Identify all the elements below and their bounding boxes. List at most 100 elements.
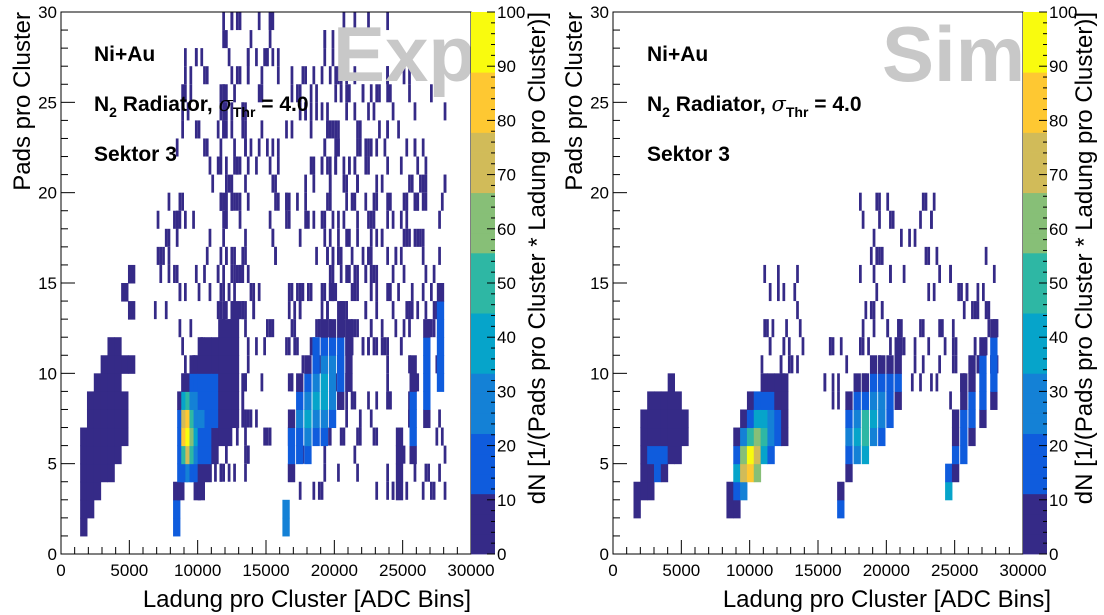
- histogram-bin-low: [238, 66, 242, 85]
- histogram-bin-low: [222, 192, 225, 211]
- histogram-bin: [640, 463, 648, 483]
- histogram-bin-low: [227, 283, 231, 302]
- histogram-bin: [781, 427, 789, 447]
- palette-band: [1023, 353, 1047, 374]
- histogram-bin-low: [938, 355, 941, 374]
- histogram-bin: [189, 355, 197, 374]
- histogram-bin: [654, 427, 662, 447]
- palette-band: [1023, 92, 1047, 113]
- histogram-bin-low: [391, 210, 395, 229]
- histogram-bin-low: [413, 192, 417, 211]
- histogram-bin: [733, 463, 741, 483]
- histogram-bin: [740, 427, 748, 447]
- histogram-bin-low: [919, 210, 922, 229]
- histogram-bin-low: [954, 355, 958, 374]
- palette-band: [471, 152, 495, 173]
- histogram-bin: [853, 391, 861, 410]
- histogram-bin-low: [271, 228, 275, 247]
- histogram-bin-low: [921, 319, 925, 338]
- histogram-bin-low: [941, 319, 944, 338]
- histogram-bin: [173, 517, 181, 537]
- histogram-bin: [753, 427, 762, 447]
- histogram-bin-low: [194, 264, 198, 283]
- histogram-bin-low: [203, 66, 206, 85]
- palette-band: [1023, 313, 1047, 334]
- histogram-bin: [979, 337, 987, 356]
- histogram-bin-low: [331, 120, 335, 139]
- histogram-bin: [218, 355, 226, 374]
- histogram-bin-low: [266, 427, 269, 446]
- histogram-bin: [878, 391, 886, 410]
- histogram-bin-low: [345, 84, 348, 103]
- histogram-bin-low: [353, 283, 357, 302]
- histogram-bin-low: [962, 301, 966, 320]
- histogram-bin-low: [408, 301, 411, 320]
- histogram-bin-low: [345, 174, 348, 193]
- palette-band: [1023, 32, 1047, 53]
- histogram-bin-low: [348, 264, 351, 283]
- x-tick-label: 30000: [447, 561, 494, 580]
- histogram-bin-low: [859, 264, 862, 283]
- histogram-bin: [990, 355, 998, 374]
- histogram-bin-low: [241, 102, 245, 121]
- histogram-bin-low: [367, 210, 370, 229]
- palette-band: [471, 433, 495, 455]
- histogram-bin-low: [184, 48, 187, 67]
- histogram-bin: [345, 319, 353, 338]
- histogram-bin-low: [214, 463, 217, 482]
- histogram-bin-low: [287, 373, 291, 392]
- histogram-bin-low: [424, 156, 428, 175]
- histogram-bin: [681, 409, 689, 429]
- histogram-bin-low: [375, 301, 379, 320]
- histogram-bin: [177, 481, 185, 501]
- histogram-bin-low: [331, 246, 335, 265]
- histogram-bin-low: [326, 301, 329, 320]
- histogram-bin-low: [913, 355, 917, 374]
- histogram-bin-low: [361, 337, 365, 356]
- palette-band: [1023, 232, 1047, 254]
- histogram-bin-low: [389, 391, 392, 410]
- histogram-bin-low: [432, 301, 436, 320]
- histogram-bin-low: [369, 409, 373, 428]
- histogram-bin-low: [225, 174, 228, 193]
- histogram-bin: [878, 355, 886, 374]
- histogram-bin-low: [301, 355, 305, 374]
- histogram-bin-low: [394, 319, 398, 338]
- histogram-bin: [193, 409, 201, 429]
- histogram-bin: [80, 463, 88, 483]
- z-tick-label: 40: [1049, 328, 1068, 347]
- histogram-bin-low: [271, 319, 275, 338]
- y-tick-label: 30: [38, 3, 57, 22]
- histogram-bin-low: [386, 391, 389, 410]
- histogram-bin-low: [230, 66, 234, 85]
- histogram-bin: [979, 373, 987, 392]
- histogram-bin-low: [399, 210, 403, 229]
- histogram-bin: [781, 409, 789, 429]
- histogram-bin: [767, 427, 775, 447]
- histogram-bin: [861, 391, 870, 410]
- sim-panel-label: Sim: [882, 10, 1025, 98]
- histogram-bin-low: [837, 391, 840, 410]
- histogram-bin-low: [391, 102, 395, 121]
- histogram-bin-low: [367, 156, 370, 175]
- histogram-bin-low: [230, 264, 234, 283]
- histogram-bin-low: [222, 228, 225, 247]
- histogram-bin-low: [219, 246, 223, 265]
- sim-system-label: Ni+Au: [647, 43, 708, 66]
- histogram-bin-low: [419, 174, 422, 193]
- histogram-bin-low: [361, 246, 365, 265]
- histogram-bin: [181, 373, 189, 392]
- histogram-bin-low: [276, 156, 280, 175]
- histogram-bin: [733, 427, 741, 447]
- histogram-bin-low: [345, 391, 348, 410]
- histogram-bin: [990, 391, 998, 410]
- histogram-bin: [774, 427, 782, 447]
- histogram-bin-low: [175, 264, 179, 283]
- histogram-bin-low: [438, 246, 441, 265]
- histogram-bin: [312, 355, 320, 374]
- histogram-bin: [181, 391, 189, 410]
- histogram-bin: [193, 355, 201, 374]
- histogram-bin: [320, 355, 328, 374]
- histogram-bin: [886, 373, 894, 392]
- histogram-bin: [114, 427, 122, 447]
